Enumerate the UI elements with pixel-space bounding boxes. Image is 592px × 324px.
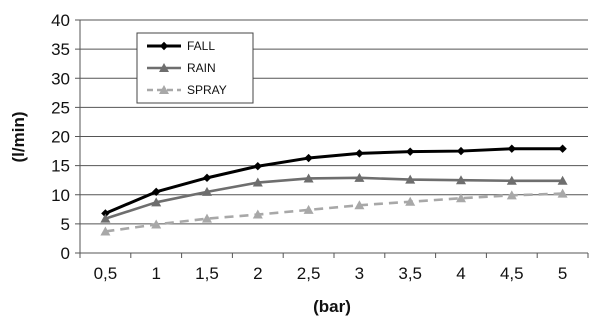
legend: FALL RAIN SPRAY	[136, 32, 254, 104]
y-tick-label: 40	[51, 11, 70, 30]
data-point-spray	[303, 204, 314, 214]
y-tick-label: 0	[61, 244, 70, 263]
data-point-fall	[406, 147, 415, 156]
y-axis-title: (l/min)	[9, 112, 28, 163]
x-tick-label: 4,5	[500, 264, 524, 283]
x-tick-label: 0,5	[94, 264, 118, 283]
series-group	[100, 144, 568, 236]
data-point-spray	[151, 219, 162, 229]
data-point-rain	[506, 175, 517, 185]
data-point-rain	[303, 173, 314, 183]
y-tick-label: 35	[51, 40, 70, 59]
data-point-spray	[506, 190, 517, 200]
series-line-spray	[105, 192, 563, 233]
series-line-rain	[105, 176, 563, 220]
y-tick-label: 15	[51, 157, 70, 176]
data-point-rain	[405, 174, 416, 184]
data-point-fall	[304, 153, 313, 163]
legend-marker-spray	[159, 85, 169, 94]
y-tick-label: 10	[51, 186, 70, 205]
data-point-spray	[100, 226, 111, 236]
x-tick-label: 2,5	[297, 264, 321, 283]
data-point-fall	[456, 146, 466, 156]
legend-marker-fall	[159, 41, 169, 51]
data-point-fall	[253, 162, 262, 171]
x-tick-label: 1,5	[195, 264, 219, 283]
data-point-fall	[101, 209, 110, 218]
x-tick-label: 3,5	[398, 264, 422, 283]
data-point-spray	[202, 213, 212, 223]
y-tick-label: 20	[51, 128, 70, 147]
x-axis-ticks: 0,5 1 1,5 2 2,5 3 3,5 4 4,5 5	[79, 253, 589, 283]
y-axis-ticks: 0 5 10 15 20 25 30 35 40	[51, 11, 80, 263]
x-tick-label: 5	[558, 264, 567, 283]
data-point-rain	[202, 186, 212, 196]
data-point-fall	[355, 149, 364, 158]
data-point-rain	[252, 177, 263, 187]
legend-label-spray: SPRAY	[187, 83, 227, 97]
y-tick-label: 25	[51, 98, 70, 117]
data-point-rain	[354, 172, 365, 182]
series-line-fall	[104, 147, 563, 215]
data-point-spray	[354, 200, 365, 210]
y-tick-label: 5	[61, 215, 70, 234]
series-spray	[100, 188, 568, 236]
x-tick-label: 3	[355, 264, 364, 283]
series-rain	[100, 172, 568, 223]
data-point-rain	[151, 197, 162, 207]
x-tick-label: 4	[456, 264, 465, 283]
x-axis-title: (bar)	[313, 297, 351, 316]
data-point-spray	[405, 196, 416, 206]
data-point-fall	[202, 173, 212, 183]
data-point-rain	[456, 175, 466, 185]
legend-label-rain: RAIN	[187, 61, 216, 75]
legend-label-fall: FALL	[187, 39, 215, 53]
data-point-spray	[557, 188, 568, 198]
x-tick-label: 2	[253, 264, 262, 283]
data-point-rain	[100, 213, 111, 223]
data-point-fall	[558, 144, 567, 153]
data-point-fall	[507, 144, 516, 153]
legend-marker-rain	[159, 63, 169, 72]
y-tick-label: 30	[51, 69, 70, 88]
data-point-spray	[252, 209, 263, 219]
data-point-fall	[152, 187, 161, 197]
x-tick-label: 1	[151, 264, 160, 283]
series-fall	[101, 144, 567, 218]
data-point-spray	[456, 193, 466, 203]
data-point-rain	[557, 175, 568, 185]
